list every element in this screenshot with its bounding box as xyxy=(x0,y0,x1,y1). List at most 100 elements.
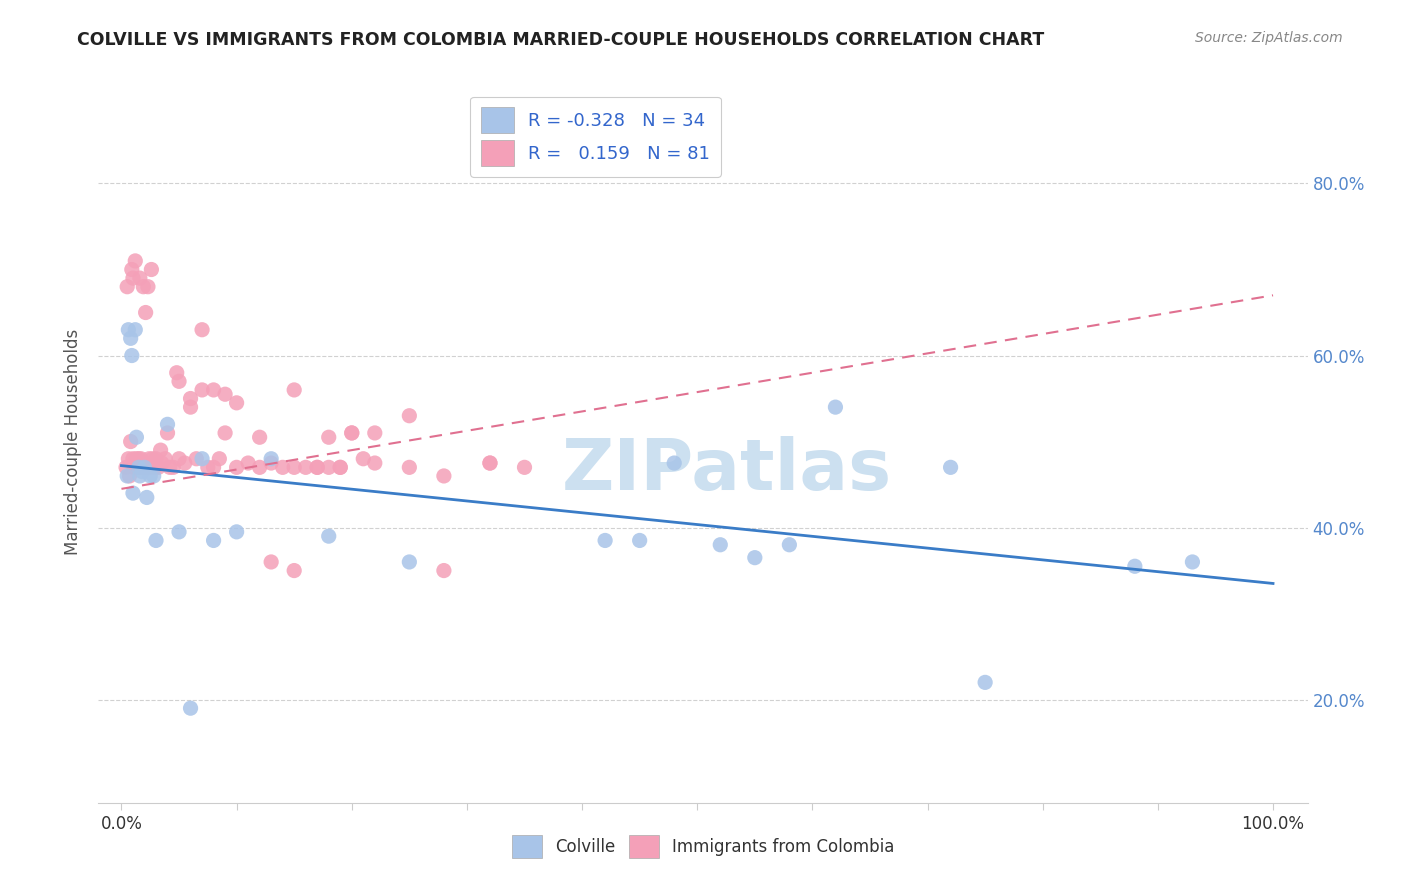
Point xyxy=(1123,559,1146,574)
Point xyxy=(225,460,247,475)
Point xyxy=(122,451,145,466)
Point xyxy=(307,460,329,475)
Point xyxy=(136,279,159,293)
Point xyxy=(117,323,139,337)
Point xyxy=(191,451,214,466)
Point xyxy=(307,460,329,475)
Point xyxy=(202,533,225,548)
Point xyxy=(197,460,219,475)
Point xyxy=(128,460,150,475)
Point xyxy=(167,375,190,389)
Point xyxy=(294,460,316,475)
Point xyxy=(236,456,259,470)
Point xyxy=(122,486,145,500)
Point xyxy=(134,456,156,470)
Point xyxy=(120,331,142,345)
Point xyxy=(125,451,148,466)
Point xyxy=(141,451,163,466)
Point xyxy=(364,425,387,440)
Point xyxy=(329,460,352,475)
Point xyxy=(478,456,501,470)
Point xyxy=(128,451,150,466)
Point xyxy=(283,383,305,397)
Point xyxy=(115,469,138,483)
Point xyxy=(121,349,143,363)
Point xyxy=(352,451,374,466)
Point xyxy=(340,425,363,440)
Point xyxy=(249,460,271,475)
Point xyxy=(318,529,340,543)
Point xyxy=(117,451,139,466)
Point xyxy=(398,555,420,569)
Point xyxy=(664,456,686,470)
Point xyxy=(191,323,214,337)
Point xyxy=(125,430,148,444)
Point xyxy=(283,460,305,475)
Point xyxy=(142,469,165,483)
Point xyxy=(318,460,340,475)
Point xyxy=(260,555,283,569)
Point xyxy=(318,430,340,444)
Point xyxy=(131,465,153,479)
Text: Source: ZipAtlas.com: Source: ZipAtlas.com xyxy=(1195,31,1343,45)
Point xyxy=(143,460,166,475)
Point xyxy=(127,460,149,475)
Point xyxy=(744,550,766,565)
Point xyxy=(398,460,420,475)
Point xyxy=(156,417,179,432)
Point xyxy=(166,366,188,380)
Point xyxy=(214,387,236,401)
Point xyxy=(150,456,173,470)
Point xyxy=(122,460,145,475)
Point xyxy=(398,409,420,423)
Point xyxy=(191,383,214,397)
Text: ZIPatlas: ZIPatlas xyxy=(562,436,893,505)
Point xyxy=(145,451,167,466)
Point xyxy=(778,538,800,552)
Point xyxy=(628,533,651,548)
Point xyxy=(115,460,138,475)
Point xyxy=(225,524,247,539)
Point xyxy=(225,396,247,410)
Point xyxy=(145,533,167,548)
Point xyxy=(433,564,456,578)
Point xyxy=(129,451,152,466)
Point xyxy=(167,451,190,466)
Point xyxy=(132,279,155,293)
Point xyxy=(139,460,162,475)
Point xyxy=(364,456,387,470)
Point xyxy=(148,460,170,475)
Point xyxy=(156,425,179,440)
Point xyxy=(167,524,190,539)
Point xyxy=(260,451,283,466)
Point xyxy=(202,383,225,397)
Point xyxy=(162,460,184,475)
Point xyxy=(124,323,146,337)
Point xyxy=(139,469,162,483)
Point xyxy=(478,456,501,470)
Point xyxy=(939,460,962,475)
Point xyxy=(149,443,172,458)
Point xyxy=(120,434,142,449)
Point xyxy=(329,460,352,475)
Point xyxy=(135,460,157,475)
Point xyxy=(155,451,177,466)
Point xyxy=(124,254,146,268)
Point xyxy=(709,538,731,552)
Point xyxy=(128,271,150,285)
Point xyxy=(283,564,305,578)
Point xyxy=(260,456,283,470)
Point xyxy=(186,451,208,466)
Point xyxy=(159,460,181,475)
Point xyxy=(271,460,294,475)
Point xyxy=(131,460,153,475)
Point xyxy=(433,469,456,483)
Point xyxy=(824,400,846,414)
Point xyxy=(135,305,157,319)
Point xyxy=(202,460,225,475)
Point xyxy=(208,451,231,466)
Point xyxy=(180,392,202,406)
Point xyxy=(141,262,163,277)
Text: COLVILLE VS IMMIGRANTS FROM COLOMBIA MARRIED-COUPLE HOUSEHOLDS CORRELATION CHART: COLVILLE VS IMMIGRANTS FROM COLOMBIA MAR… xyxy=(77,31,1045,49)
Point xyxy=(249,430,271,444)
